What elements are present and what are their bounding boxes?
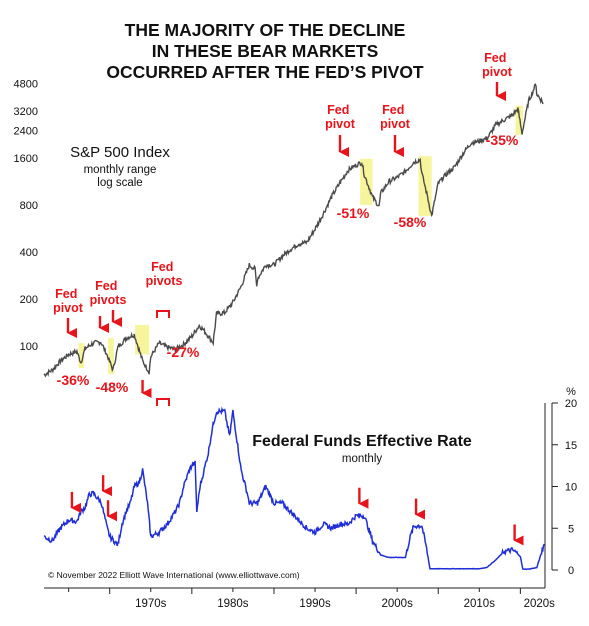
pivot-label-2000: Fed pivot — [325, 103, 356, 131]
pivot-label-line: Fed — [327, 103, 349, 117]
pivot-label-line: pivots — [90, 293, 127, 307]
rate-tick-marks — [552, 402, 558, 571]
sp500-label: S&P 500 Index monthly range log scale — [70, 144, 170, 189]
bear-market-highlight — [78, 343, 85, 369]
rate-y-axis: 0 5 10 15 20 — [565, 398, 577, 577]
title-line-1: THE MAJORITY OF THE DECLINE — [125, 20, 406, 40]
title-line-2: IN THESE BEAR MARKETS — [152, 41, 379, 61]
pivot-label-2007: Fed pivot — [380, 103, 411, 131]
sp500-ytick: 200 — [20, 294, 38, 306]
pivot-label-line: Fed — [382, 103, 404, 117]
drop-label-2020: -35% — [486, 132, 519, 148]
chart-title: THE MAJORITY OF THE DECLINE IN THESE BEA… — [106, 20, 424, 82]
sp500-label-scale: log scale — [97, 177, 142, 189]
pivot-label-line: pivot — [325, 117, 356, 131]
pivot-label-line: Fed — [484, 51, 506, 65]
pivot-label-1974: Fed pivots — [146, 260, 183, 288]
rate-pivot-bracket — [156, 398, 170, 406]
rate-unit-label: % — [566, 386, 576, 398]
sp500-label-name: S&P 500 Index — [70, 144, 170, 161]
fed-funds-title: Federal Funds Effective Rate — [252, 433, 472, 450]
x-tick-label: 1970s — [135, 598, 167, 610]
title-line-3: OCCURRED AFTER THE FED’S PIVOT — [106, 62, 424, 82]
pivot-label-1969: Fed pivots — [90, 279, 127, 307]
pivot-label-line: pivot — [380, 117, 411, 131]
source-note: © November 2022 Elliott Wave Internation… — [48, 570, 300, 580]
pivot-label-1966: Fed pivot — [53, 287, 84, 315]
sp500-line — [43, 83, 544, 378]
sp500-label-range: monthly range — [84, 164, 157, 176]
rate-ytick: 0 — [568, 565, 574, 577]
pivot-annotations: Fed pivot -36% Fed pivots -48% Fed pivot… — [53, 51, 519, 395]
bear-market-highlight — [515, 105, 523, 135]
sp500-ytick: 4800 — [14, 78, 38, 90]
pivot-label-line: Fed — [95, 279, 117, 293]
x-tick-label: 2000s — [381, 598, 413, 610]
bear-market-highlight — [108, 338, 114, 374]
sp500-series — [43, 83, 544, 378]
sp500-ytick: 3200 — [14, 106, 38, 118]
x-tick-label: 2010s — [464, 598, 496, 610]
sp500-ytick: 1600 — [14, 153, 38, 165]
drop-label-1974: -27% — [167, 344, 200, 360]
drop-label-2000: -51% — [337, 205, 370, 221]
rate-pivot-markers — [70, 380, 524, 546]
bear-market-highlight — [135, 324, 150, 355]
x-tick-label: 2020s — [524, 598, 556, 610]
fed-funds-line — [43, 406, 545, 571]
rate-ytick: 15 — [565, 440, 577, 452]
fed-funds-subtitle: monthly — [342, 453, 383, 465]
sp500-ytick: 100 — [20, 341, 38, 353]
rate-ytick: 5 — [568, 523, 574, 535]
sp500-ytick: 400 — [20, 247, 38, 259]
rate-ytick: 10 — [565, 482, 577, 494]
drop-label-2008: -58% — [394, 214, 427, 230]
drop-label-1966: -36% — [57, 372, 90, 388]
pivot-label-line: pivot — [482, 65, 513, 79]
drop-label-1970: -48% — [96, 379, 129, 395]
sp500-ytick: 2400 — [14, 125, 38, 137]
pivot-label-2019: Fed pivot — [482, 51, 513, 79]
pivot-label-line: pivots — [146, 274, 183, 288]
pivot-bracket — [156, 310, 170, 318]
pivot-label-line: Fed — [55, 287, 77, 301]
x-tick-label: 1990s — [299, 598, 331, 610]
x-tick-marks — [68, 588, 521, 594]
pivot-label-line: pivot — [53, 301, 84, 315]
sp500-y-axis: 100 200 400 800 1600 2400 3200 4800 — [14, 78, 38, 352]
x-axis: 1970s 1980s 1990s 2000s 2010s 2020s — [135, 598, 555, 610]
x-tick-label: 1980s — [217, 598, 249, 610]
pivot-label-line: Fed — [151, 260, 173, 274]
rate-ytick: 20 — [565, 398, 577, 410]
fed-funds-series — [43, 406, 545, 571]
sp500-ytick: 800 — [20, 200, 38, 212]
